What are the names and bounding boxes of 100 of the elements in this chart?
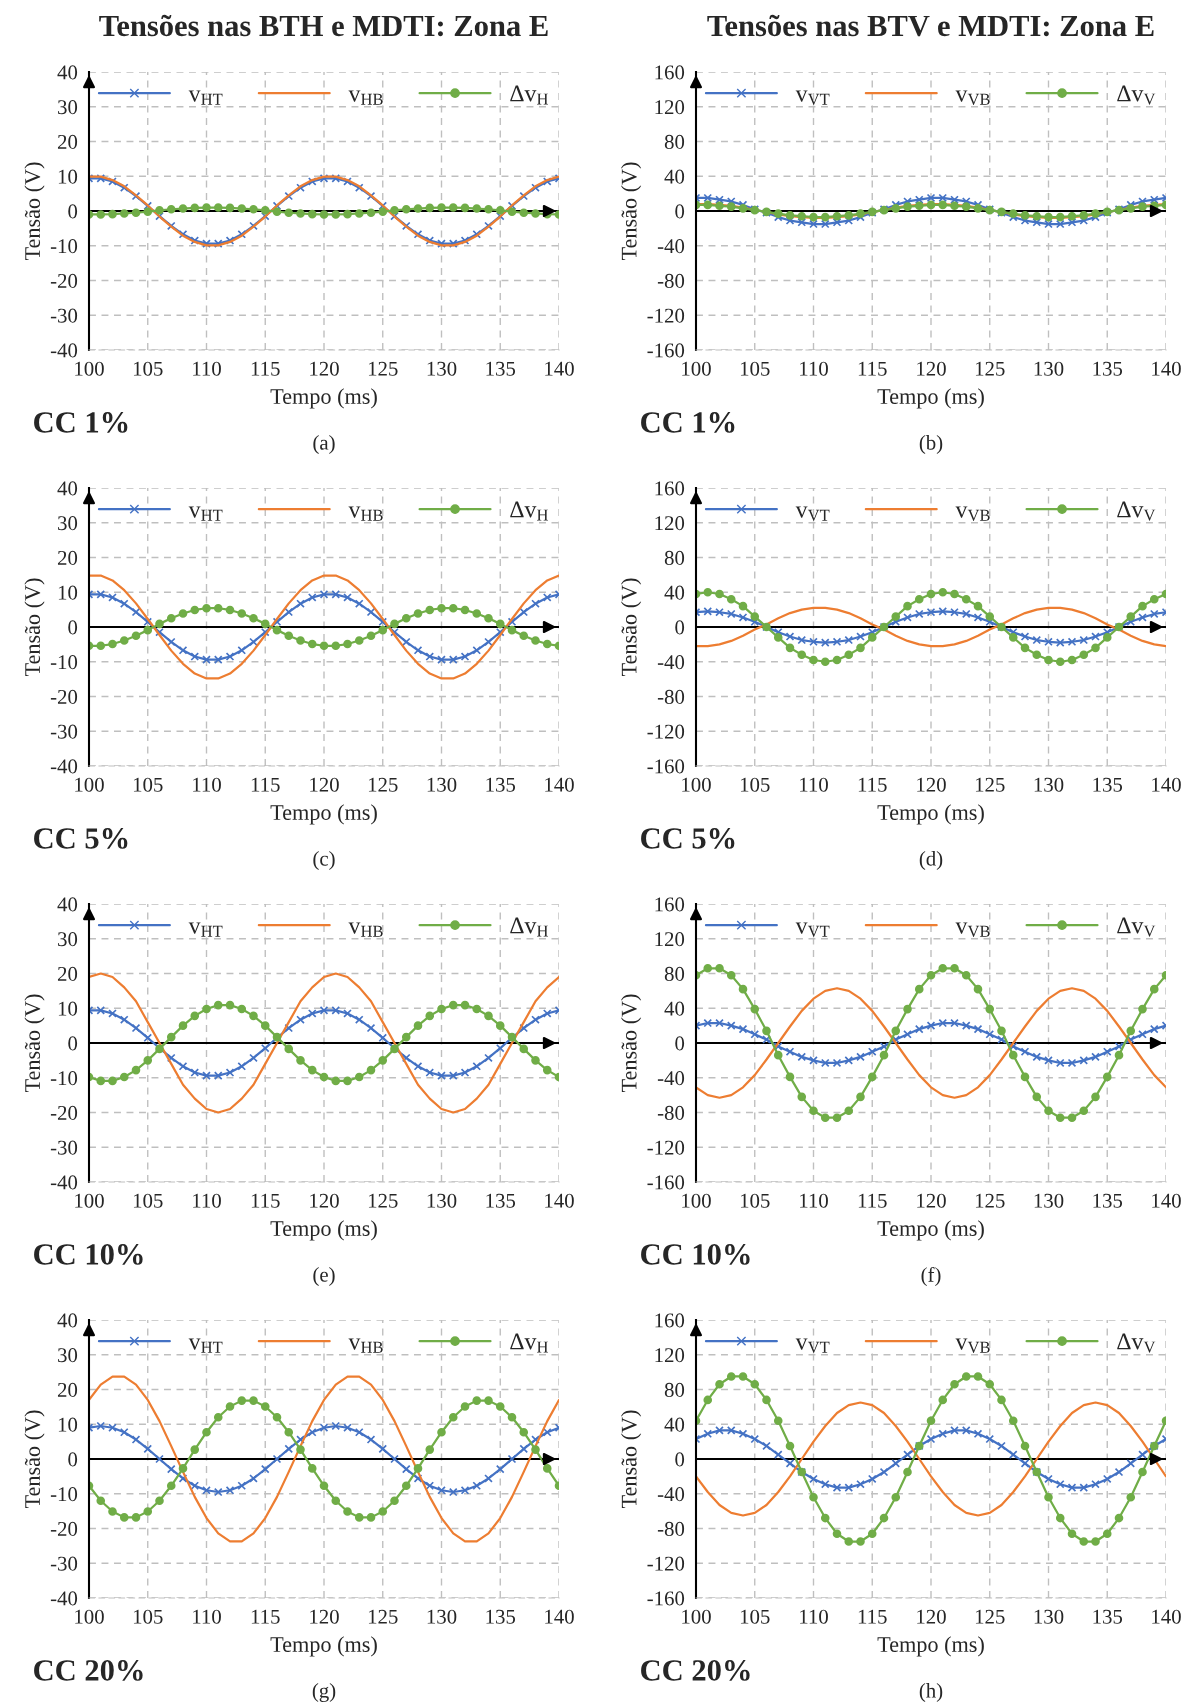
x-tick-label: 100 bbox=[682, 1609, 711, 1624]
x-tick-label: 120 bbox=[917, 777, 946, 792]
legend-label: Δv$_{V}$ bbox=[1117, 501, 1156, 521]
legend-label: v$_{HT}$ bbox=[188, 90, 223, 105]
y-tick-label: -20 bbox=[50, 273, 78, 288]
x-tick-label: 135 bbox=[486, 1609, 516, 1624]
x-tick-label: 120 bbox=[917, 361, 946, 376]
chart-title: Tensões nas BTH e MDTI: Zona E bbox=[99, 14, 548, 37]
y-tick-label: -10 bbox=[50, 1487, 78, 1502]
y-tick-label: -80 bbox=[657, 1521, 685, 1536]
x-tick-label: 140 bbox=[1152, 1193, 1181, 1208]
y-tick-label: 40 bbox=[664, 169, 685, 184]
x-tick-label: 140 bbox=[545, 1193, 574, 1208]
x-tick-label: 125 bbox=[975, 777, 1005, 792]
x-tick-label: 120 bbox=[310, 361, 339, 376]
text: (f) bbox=[921, 1266, 941, 1287]
x-tick-label: 130 bbox=[427, 361, 457, 376]
x-tick-label: 120 bbox=[917, 1193, 946, 1208]
y-tick-label: -40 bbox=[50, 1591, 78, 1606]
y-tick-label: -30 bbox=[50, 308, 78, 323]
y-tick-label: 80 bbox=[664, 1382, 685, 1397]
text: CC 1% bbox=[641, 412, 735, 433]
x-axis-title: Tempo (ms) bbox=[877, 804, 984, 825]
legend-label: v$_{HT}$ bbox=[188, 1338, 223, 1353]
text: (g) bbox=[312, 1683, 336, 1702]
y-tick-label: 0 bbox=[675, 204, 685, 219]
legend-label: v$_{HT}$ bbox=[188, 506, 223, 521]
y-axis-title: Tensão (V) bbox=[620, 994, 642, 1093]
legend-label: v$_{HT}$ bbox=[188, 922, 223, 937]
x-tick-label: 105 bbox=[133, 361, 163, 376]
legend-label: v$_{VT}$ bbox=[795, 1338, 830, 1353]
x-tick-label: 100 bbox=[75, 777, 104, 792]
y-tick-label: 160 bbox=[655, 481, 685, 496]
y-tick-label: 20 bbox=[57, 134, 78, 149]
y-axis-title: Tensão (V) bbox=[24, 1410, 45, 1509]
y-tick-label: 40 bbox=[664, 585, 685, 600]
x-tick-label: 115 bbox=[251, 777, 280, 792]
x-tick-label: 100 bbox=[75, 1193, 104, 1208]
y-tick-label: 30 bbox=[58, 932, 78, 947]
y-axis-title: Tensão (V) bbox=[620, 578, 642, 677]
x-tick-label: 125 bbox=[368, 361, 398, 376]
text: CC 5% bbox=[34, 828, 128, 849]
x-tick-label: 100 bbox=[682, 361, 711, 376]
y-tick-label: 10 bbox=[58, 1417, 78, 1432]
x-tick-label: 120 bbox=[310, 777, 339, 792]
y-tick-label: 0 bbox=[675, 1036, 685, 1051]
y-tick-label: -160 bbox=[647, 343, 685, 358]
x-tick-label: 110 bbox=[193, 1609, 221, 1624]
legend-label: v$_{HB}$ bbox=[348, 922, 383, 937]
y-tick-label: 40 bbox=[664, 1417, 685, 1432]
x-tick-label: 130 bbox=[427, 1609, 457, 1624]
y-tick-label: 120 bbox=[655, 100, 685, 115]
text: (d) bbox=[919, 851, 943, 870]
x-tick-label: 110 bbox=[193, 361, 221, 376]
y-tick-label: -160 bbox=[647, 759, 685, 774]
y-tick-label: -80 bbox=[657, 689, 685, 704]
y-tick-label: 120 bbox=[655, 516, 685, 531]
x-tick-label: 125 bbox=[368, 1193, 398, 1208]
y-tick-label: -40 bbox=[657, 239, 685, 254]
y-tick-label: 30 bbox=[58, 516, 78, 531]
x-tick-label: 110 bbox=[193, 777, 221, 792]
x-axis-title: Tempo (ms) bbox=[877, 388, 984, 409]
y-tick-label: 80 bbox=[664, 550, 685, 565]
x-tick-label: 100 bbox=[75, 1609, 104, 1624]
text: CC 10% bbox=[641, 1244, 750, 1265]
y-tick-label: -40 bbox=[50, 343, 78, 358]
text: CC 20% bbox=[34, 1660, 143, 1681]
x-tick-label: 115 bbox=[858, 1193, 887, 1208]
y-tick-label: 80 bbox=[664, 134, 685, 149]
y-tick-label: -80 bbox=[657, 273, 685, 288]
y-tick-label: 0 bbox=[675, 620, 685, 635]
x-tick-label: 125 bbox=[368, 1609, 398, 1624]
y-tick-label: -120 bbox=[647, 1556, 685, 1571]
y-tick-label: 30 bbox=[58, 1348, 78, 1363]
legend-label: Δv$_{V}$ bbox=[1117, 1333, 1156, 1353]
y-tick-label: -20 bbox=[50, 1521, 78, 1536]
legend-label: v$_{HB}$ bbox=[348, 1338, 383, 1353]
text: (a) bbox=[313, 435, 335, 454]
x-tick-label: 115 bbox=[251, 361, 280, 376]
x-tick-label: 105 bbox=[133, 1609, 163, 1624]
y-tick-label: -30 bbox=[50, 724, 78, 739]
text: (e) bbox=[313, 1267, 335, 1286]
x-tick-label: 115 bbox=[251, 1193, 280, 1208]
y-axis-title: Tensão (V) bbox=[620, 1410, 642, 1509]
x-tick-label: 140 bbox=[1152, 361, 1181, 376]
x-tick-label: 115 bbox=[858, 1609, 887, 1624]
y-axis-title: Tensão (V) bbox=[620, 162, 642, 261]
legend-label: Δv$_{H}$ bbox=[510, 501, 548, 521]
x-tick-label: 105 bbox=[740, 1193, 770, 1208]
y-tick-label: -30 bbox=[50, 1140, 78, 1155]
y-tick-label: 20 bbox=[57, 550, 78, 565]
y-tick-label: 20 bbox=[57, 1382, 78, 1397]
y-tick-label: -40 bbox=[657, 1487, 685, 1502]
x-tick-label: 130 bbox=[1034, 1609, 1064, 1624]
x-tick-label: 100 bbox=[682, 1193, 711, 1208]
legend-label: Δv$_{H}$ bbox=[510, 85, 548, 105]
x-tick-label: 105 bbox=[740, 1609, 770, 1624]
x-axis-title: Tempo (ms) bbox=[877, 1636, 984, 1657]
x-tick-label: 140 bbox=[545, 1609, 574, 1624]
x-tick-label: 125 bbox=[368, 777, 398, 792]
